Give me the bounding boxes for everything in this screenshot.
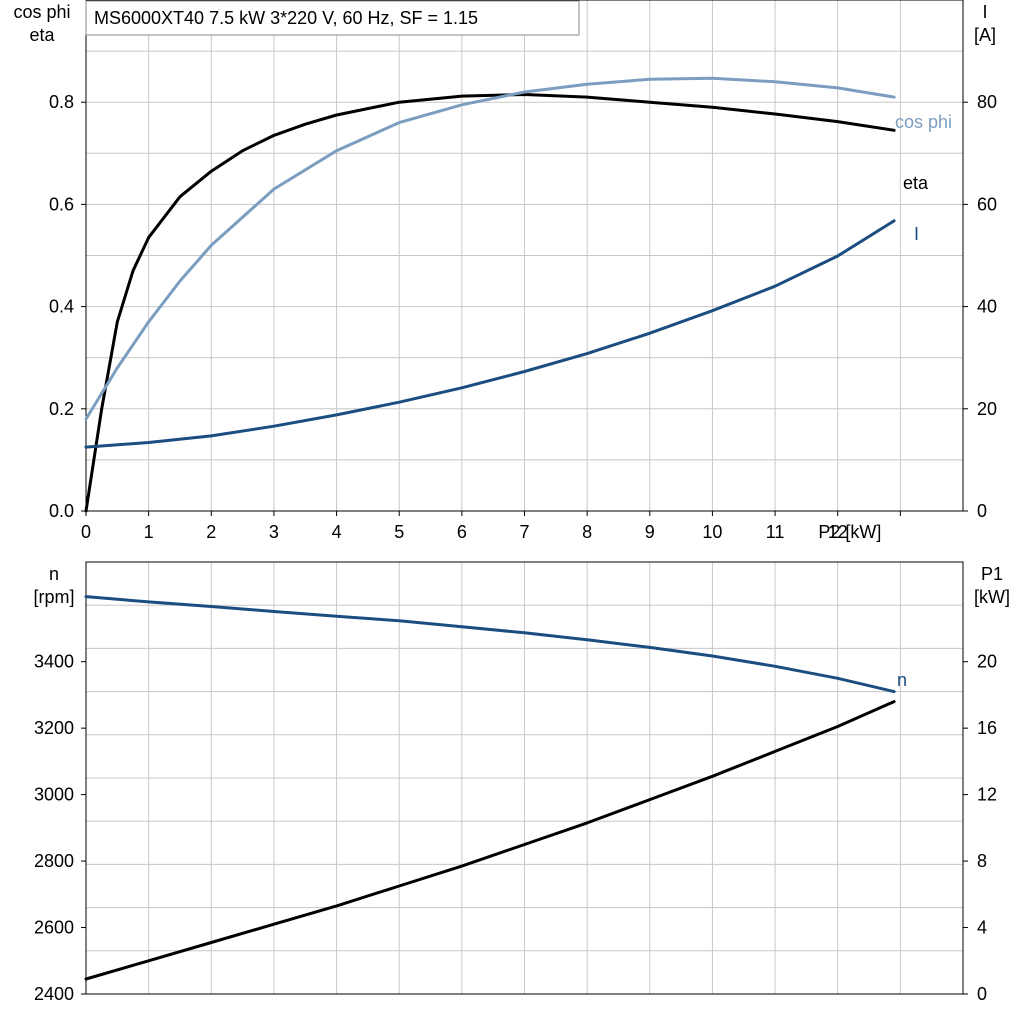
right-axis-tick-label: 0	[977, 984, 987, 1004]
top-gridlines	[86, 0, 963, 511]
left-axis-tick-label: 0.8	[49, 92, 74, 112]
x-axis-tick-label: 6	[457, 522, 467, 542]
chart-header: MS6000XT40 7.5 kW 3*220 V, 60 Hz, SF = 1…	[94, 8, 478, 28]
x-axis-tick-label: 3	[269, 522, 279, 542]
header-box	[85, 0, 580, 36]
bottom-tick-labels: 2400 2600 2800 3000 3200 3400 0 4 8 12 16 20	[34, 652, 997, 1004]
eta-series-label: eta	[903, 173, 929, 193]
bottom-left-axis-title-1: n	[49, 564, 59, 584]
top-right-axis-title-1: I	[982, 2, 987, 22]
bottom-plot-frame	[85, 561, 964, 995]
speed-series-label: n	[897, 670, 907, 690]
p1-series-line	[84, 700, 896, 981]
bottom-right-axis-title-2: [kW]	[974, 587, 1010, 607]
right-axis-tick-label: 80	[977, 92, 997, 112]
right-axis-tick-label: 12	[977, 785, 997, 805]
top-series-group	[84, 76, 896, 513]
x-axis-tick-label: 7	[519, 522, 529, 542]
right-axis-tick-label: 16	[977, 718, 997, 738]
n-series-line	[84, 595, 896, 694]
x-axis-tick-label: 10	[702, 522, 722, 542]
left-axis-tick-label: 0.0	[49, 501, 74, 521]
bottom-left-axis-title-2: [rpm]	[33, 587, 74, 607]
left-axis-tick-label: 0.2	[49, 399, 74, 419]
right-axis-tick-label: 4	[977, 918, 987, 938]
left-axis-tick-label: 2600	[34, 918, 74, 938]
x-axis-tick-label: 8	[582, 522, 592, 542]
left-axis-tick-label: 2800	[34, 851, 74, 871]
left-axis-tick-label: 3000	[34, 785, 74, 805]
bottom-panel: 2400 2600 2800 3000 3200 3400 0 4 8 12 16 20 n [rpm…	[33, 561, 1010, 1004]
right-axis-tick-label: 40	[977, 297, 997, 317]
bottom-right-axis-title-1: P1	[981, 564, 1003, 584]
x-axis-tick-label: 12	[828, 522, 848, 542]
right-axis-tick-label: 60	[977, 194, 997, 214]
eta-series-line	[84, 93, 896, 513]
left-axis-tick-label: 3400	[34, 652, 74, 672]
right-axis-tick-label: 20	[977, 399, 997, 419]
top-right-axis-title-2: [A]	[974, 25, 996, 45]
x-axis-tick-label: 11	[766, 522, 785, 542]
bottom-gridlines	[86, 562, 963, 994]
i-series-line	[84, 219, 896, 449]
cos-phi-series-line	[84, 76, 896, 421]
right-axis-tick-label: 20	[977, 652, 997, 672]
x-axis-tick-label: 1	[144, 522, 154, 542]
top-left-axis-title-2: eta	[29, 25, 55, 45]
x-axis-tick-label: 2	[206, 522, 216, 542]
left-axis-tick-label: 0.4	[49, 297, 74, 317]
x-axis-tick-label: 4	[332, 522, 342, 542]
x-axis-tick-label: 5	[394, 522, 404, 542]
top-left-axis-title-1: cos phi	[13, 2, 70, 22]
x-axis-tick-label: 0	[81, 522, 91, 542]
right-axis-tick-label: 8	[977, 851, 987, 871]
current-series-label: I	[914, 224, 919, 244]
left-axis-tick-label: 2400	[34, 984, 74, 1004]
cos-phi-series-label: cos phi	[895, 112, 952, 132]
bottom-series-group	[84, 595, 896, 981]
left-axis-tick-label: 3200	[34, 718, 74, 738]
x-axis-title: P2 [kW]	[818, 522, 881, 542]
right-axis-tick-label: 0	[977, 501, 987, 521]
left-axis-tick-label: 0.6	[49, 194, 74, 214]
x-axis-tick-label: 9	[645, 522, 655, 542]
